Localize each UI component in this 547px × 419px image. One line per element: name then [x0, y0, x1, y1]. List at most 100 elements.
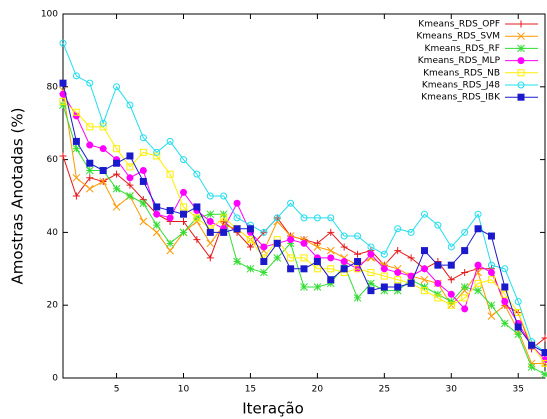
- point: [353, 294, 362, 302]
- x-tick-label: 20: [312, 385, 324, 395]
- y-tick-label: 20: [47, 301, 59, 311]
- point: [193, 170, 201, 178]
- point: [487, 268, 495, 276]
- point: [501, 283, 509, 291]
- point: [72, 144, 81, 153]
- point: [113, 145, 121, 153]
- point: [514, 330, 523, 339]
- point: [113, 170, 121, 178]
- point: [380, 250, 388, 258]
- point: [72, 173, 81, 182]
- point: [246, 264, 255, 273]
- point: [300, 239, 308, 247]
- point: [86, 141, 94, 149]
- point: [514, 298, 522, 306]
- y-axis-label: Amostras Anotadas (%): [9, 108, 27, 285]
- y-tick-label: 0: [52, 374, 58, 384]
- point: [166, 246, 174, 255]
- series-line: [62, 155, 546, 350]
- point: [300, 283, 308, 291]
- point: [434, 261, 442, 269]
- point: [219, 210, 228, 219]
- point: [72, 72, 80, 80]
- point: [313, 214, 321, 222]
- series-line: [62, 93, 546, 361]
- point: [206, 192, 214, 200]
- point: [166, 207, 174, 215]
- point: [394, 247, 402, 255]
- point: [527, 363, 536, 371]
- point: [139, 148, 147, 156]
- point: [326, 279, 335, 288]
- point: [260, 228, 268, 236]
- series-line: [62, 42, 546, 353]
- point: [434, 290, 442, 299]
- point: [474, 279, 482, 287]
- point: [139, 199, 148, 208]
- point: [166, 239, 174, 248]
- legend-marker: [517, 20, 525, 28]
- point: [220, 214, 228, 222]
- series-line: [62, 90, 545, 364]
- point: [461, 268, 469, 276]
- point: [193, 236, 201, 244]
- point: [487, 301, 496, 310]
- point: [487, 232, 495, 240]
- point: [113, 159, 121, 167]
- point: [380, 265, 388, 273]
- point: [407, 275, 415, 284]
- point: [180, 217, 187, 225]
- point: [461, 228, 469, 236]
- point: [300, 254, 308, 262]
- point: [180, 210, 187, 218]
- point: [59, 79, 67, 87]
- point: [340, 243, 348, 251]
- point: [461, 294, 469, 302]
- point: [447, 297, 456, 306]
- x-tick-label: 35: [512, 385, 523, 395]
- point: [206, 210, 215, 219]
- legend-marker: [517, 44, 525, 53]
- point: [59, 101, 67, 109]
- point: [461, 247, 469, 255]
- point: [327, 214, 335, 222]
- point: [193, 203, 201, 211]
- point: [220, 192, 228, 200]
- point: [421, 287, 428, 295]
- legend-label: Kmeans_RDS_J48: [422, 81, 500, 91]
- point: [380, 286, 389, 295]
- point: [487, 261, 495, 269]
- point: [180, 156, 187, 164]
- point: [99, 177, 108, 186]
- point: [313, 283, 322, 291]
- point: [126, 174, 134, 182]
- point: [59, 39, 67, 47]
- point: [126, 163, 134, 171]
- point: [541, 370, 547, 379]
- point: [367, 243, 375, 251]
- point: [541, 359, 547, 367]
- point: [354, 250, 362, 258]
- point: [474, 210, 482, 218]
- legend-label: Kmeans_RDS_RF: [425, 44, 500, 54]
- y-tick-label: 40: [47, 228, 59, 238]
- legend-label: Kmeans_RDS_NB: [423, 68, 500, 78]
- point: [367, 268, 375, 276]
- point: [474, 286, 482, 295]
- x-tick-label: 25: [379, 385, 390, 395]
- point: [394, 283, 402, 291]
- point: [487, 276, 495, 284]
- point: [260, 243, 268, 251]
- point: [180, 203, 187, 211]
- point: [327, 265, 335, 273]
- point: [421, 210, 428, 218]
- point: [340, 265, 348, 273]
- point: [126, 192, 134, 200]
- point: [86, 159, 94, 167]
- point: [487, 312, 496, 320]
- point: [259, 268, 268, 277]
- point: [287, 254, 295, 262]
- point: [407, 254, 415, 262]
- point: [85, 166, 94, 175]
